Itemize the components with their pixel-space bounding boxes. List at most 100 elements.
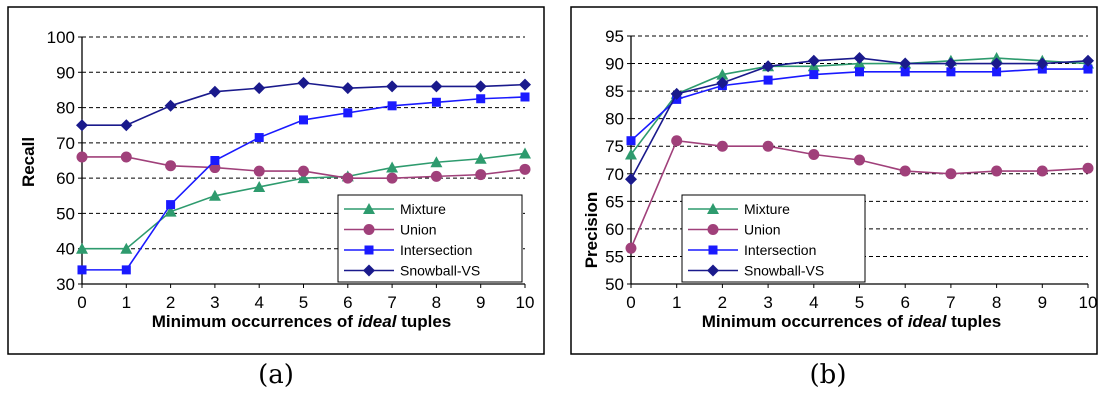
data-point: [625, 173, 637, 186]
legend-label: Snowball-VS: [744, 263, 824, 279]
data-point: [716, 140, 728, 152]
x-axis-label-part: ideal: [908, 312, 948, 331]
x-tick-label: 9: [476, 293, 485, 312]
data-point: [990, 52, 1003, 64]
data-point: [474, 152, 487, 164]
data-point: [899, 57, 912, 70]
data-point: [253, 82, 266, 95]
x-axis-label-part: tuples: [946, 312, 1001, 331]
x-axis-label: Minimum occurrences of ideal tuples: [152, 312, 451, 331]
y-tick-label: 85: [605, 82, 624, 101]
data-point: [716, 68, 729, 80]
legend-label: Mixture: [744, 201, 790, 217]
x-tick-label: 1: [122, 293, 131, 312]
data-point: [208, 85, 221, 98]
data-point: [899, 165, 911, 177]
data-point: [945, 168, 957, 180]
x-tick-label: 6: [900, 293, 909, 312]
x-tick-label: 5: [299, 293, 308, 312]
data-point: [763, 75, 773, 85]
series-intersection: [626, 64, 1093, 146]
x-axis-label-part: tuples: [396, 312, 451, 331]
data-point: [474, 80, 487, 93]
data-point: [1083, 64, 1093, 74]
series-snowball-vs: [625, 52, 1094, 186]
data-point: [76, 242, 88, 254]
y-tick-label: 95: [605, 27, 624, 46]
x-tick-label: 8: [432, 293, 441, 312]
data-point: [76, 119, 88, 132]
data-point: [519, 78, 531, 91]
legend-marker: [364, 245, 374, 255]
legend-marker: [363, 224, 375, 235]
data-point: [853, 52, 866, 65]
x-axis-label-part: ideal: [358, 312, 398, 331]
legend-marker: [707, 203, 719, 214]
data-point: [386, 172, 398, 184]
x-tick-label: 6: [343, 293, 352, 312]
x-tick-label: 0: [626, 293, 635, 312]
data-point: [1036, 57, 1049, 70]
data-point: [626, 136, 636, 146]
data-point: [253, 180, 266, 192]
x-axis-label-part: Minimum occurrences of: [702, 312, 908, 331]
x-tick-label: 2: [166, 293, 175, 312]
x-axis-label-part: Minimum occurrences of: [152, 312, 358, 331]
x-tick-label: 1: [672, 293, 681, 312]
y-tick-label: 90: [56, 63, 75, 82]
x-tick-label: 4: [254, 293, 263, 312]
x-tick-label: 5: [855, 293, 864, 312]
legend-label: Union: [400, 222, 437, 238]
x-tick-label: 10: [516, 293, 535, 312]
data-point: [120, 242, 133, 254]
data-point: [121, 265, 131, 275]
x-tick-label: 7: [946, 293, 955, 312]
chart-panel-a: 30 40 50 60 70 80 90 100 0 1 2 3 4 5 6 7 8 9 10 Minimum occ…: [0, 0, 550, 402]
series-snowball-vs: [76, 76, 531, 132]
x-tick-label: 3: [763, 293, 772, 312]
data-point: [520, 92, 530, 102]
legend-label: Union: [744, 222, 781, 238]
y-tick-label: 55: [605, 247, 624, 266]
data-point: [625, 148, 637, 160]
legend-marker: [708, 245, 718, 255]
y-tick-label: 80: [605, 110, 624, 129]
y-tick-label: 80: [56, 99, 75, 118]
x-tick-label: 9: [1038, 293, 1047, 312]
legend-marker: [707, 224, 719, 235]
x-axis-label: Minimum occurrences of ideal tuples: [702, 312, 1001, 331]
data-point: [519, 147, 531, 159]
y-tick-label: 60: [56, 169, 75, 188]
y-axis-label: Recall: [19, 137, 38, 187]
data-point: [808, 148, 820, 160]
data-point: [430, 80, 443, 93]
data-point: [671, 135, 683, 147]
y-tick-label: 50: [605, 275, 624, 294]
x-tick-label: 2: [718, 293, 727, 312]
data-point: [992, 67, 1002, 77]
legend-marker: [707, 264, 719, 277]
y-tick-label: 60: [605, 220, 624, 239]
data-point: [208, 189, 221, 201]
data-point: [625, 242, 637, 254]
x-tick-label: 0: [77, 293, 86, 312]
data-point: [387, 101, 397, 111]
data-point: [991, 165, 1003, 177]
series-union: [625, 135, 1094, 254]
data-point: [298, 165, 309, 177]
data-point: [166, 200, 176, 210]
data-point: [519, 163, 531, 175]
y-tick-label: 75: [605, 137, 624, 156]
y-tick-label: 40: [56, 240, 75, 259]
data-point: [164, 99, 177, 112]
data-point: [120, 119, 133, 132]
data-point: [807, 54, 820, 67]
data-point: [762, 140, 774, 152]
data-point: [297, 172, 310, 184]
data-point: [165, 160, 177, 172]
x-tick-label: 4: [809, 293, 818, 312]
data-point: [76, 151, 88, 163]
data-point: [1082, 162, 1094, 174]
y-tick-label: 90: [605, 55, 624, 74]
x-tick-label: 3: [210, 293, 219, 312]
